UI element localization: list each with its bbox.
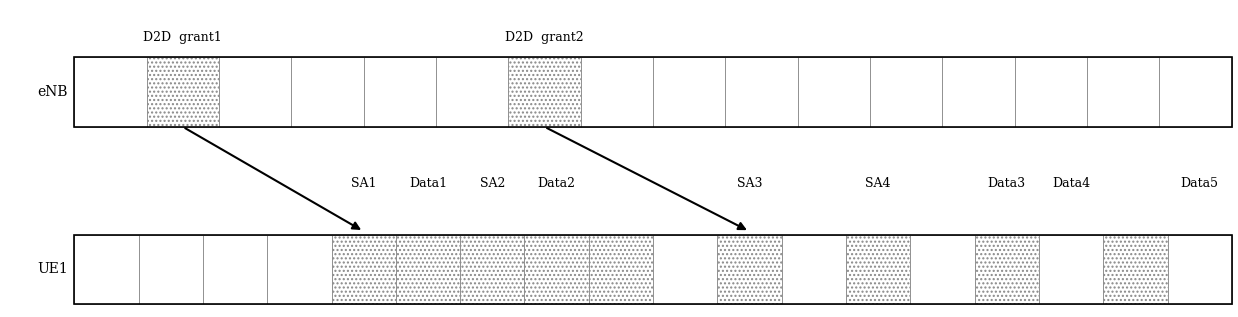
Bar <box>1087 57 1160 127</box>
Text: D2D  grant2: D2D grant2 <box>505 31 584 44</box>
Text: SA4: SA4 <box>865 177 891 190</box>
Text: Data3: Data3 <box>988 177 1026 190</box>
Bar <box>74 235 1232 304</box>
Bar <box>525 235 589 304</box>
Bar <box>1103 235 1167 304</box>
Bar <box>203 235 267 304</box>
Bar <box>1160 57 1232 127</box>
Bar <box>717 235 781 304</box>
Bar <box>1167 235 1232 304</box>
Bar <box>910 235 974 304</box>
Text: SA3: SA3 <box>737 177 763 190</box>
Bar <box>589 235 654 304</box>
Bar <box>846 235 910 304</box>
Text: eNB: eNB <box>37 85 68 99</box>
Bar <box>74 235 139 304</box>
Bar <box>581 57 654 127</box>
Bar <box>267 235 332 304</box>
Text: SA2: SA2 <box>479 177 505 190</box>
Text: D2D  grant1: D2D grant1 <box>144 31 222 44</box>
Bar <box>396 235 461 304</box>
Bar <box>942 57 1015 127</box>
Bar <box>781 235 846 304</box>
Bar <box>461 235 525 304</box>
Bar <box>1039 235 1103 304</box>
Bar <box>74 57 146 127</box>
Bar <box>725 57 797 127</box>
Text: Data5: Data5 <box>1181 177 1218 190</box>
Bar <box>436 57 509 127</box>
Text: Data2: Data2 <box>537 177 576 190</box>
Bar <box>654 57 725 127</box>
Bar <box>139 235 203 304</box>
Text: UE1: UE1 <box>37 262 68 276</box>
Bar <box>654 235 717 304</box>
Bar <box>1015 57 1087 127</box>
Text: Data1: Data1 <box>409 177 447 190</box>
Bar <box>332 235 396 304</box>
Bar <box>509 57 581 127</box>
Bar <box>219 57 291 127</box>
Bar <box>974 235 1039 304</box>
Bar <box>74 57 1232 127</box>
Bar <box>870 57 942 127</box>
Text: SA1: SA1 <box>350 177 376 190</box>
Bar <box>364 57 436 127</box>
Text: Data4: Data4 <box>1052 177 1091 190</box>
Bar <box>797 57 870 127</box>
Bar <box>146 57 219 127</box>
Bar <box>291 57 364 127</box>
